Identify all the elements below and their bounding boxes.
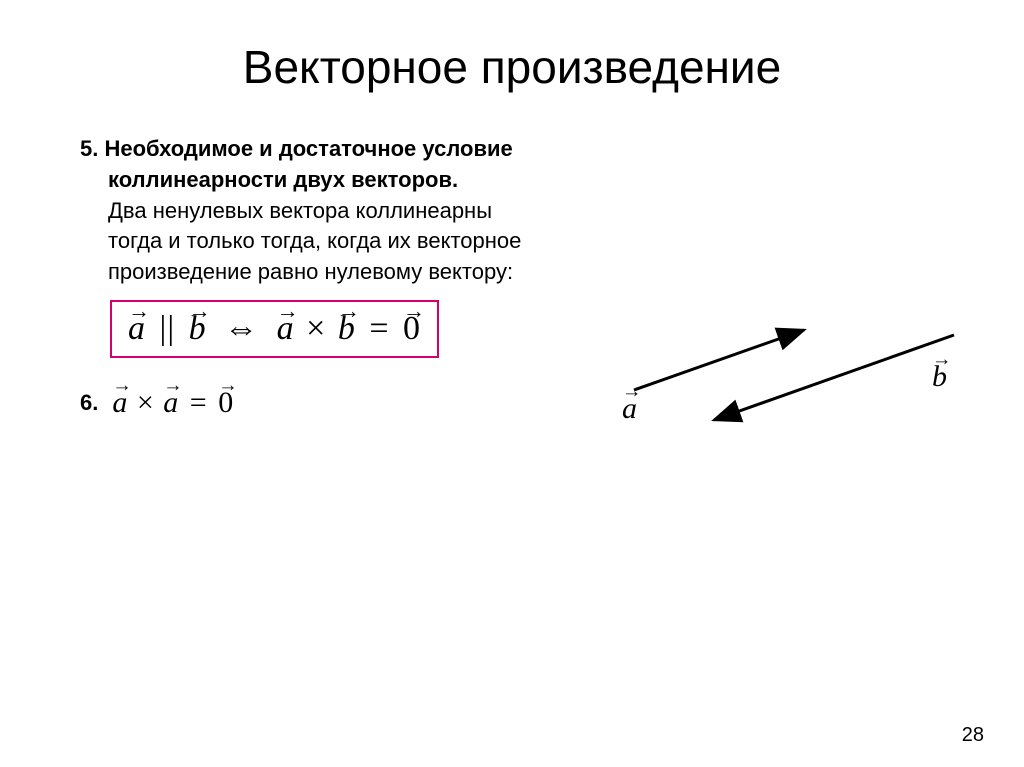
vector-a-label: →a: [622, 392, 637, 426]
formula-self-cross: →a × →a = →0: [112, 386, 233, 420]
item-5-line3: Два ненулевых вектора коллинеарны: [108, 196, 964, 227]
vector-b-label: →b: [932, 360, 947, 394]
vector-svg: [594, 300, 974, 480]
item-5-line1: Необходимое и достаточное условие: [104, 136, 512, 161]
vector-diagram: →a →b: [594, 300, 974, 480]
item-5-line5: произведение равно нулевому вектору:: [108, 257, 964, 288]
page-number: 28: [962, 724, 984, 747]
formula-collinear: →a || →b ⇔ →a × →b = →0: [128, 310, 421, 347]
page-title: Векторное произведение: [60, 40, 964, 94]
item-5-number: 5.: [80, 136, 98, 161]
item-6-number: 6.: [80, 390, 98, 416]
item-5-line4: тогда и только тогда, когда их векторное: [108, 226, 964, 257]
item-5-line2: коллинеарности двух векторов.: [108, 165, 964, 196]
formula-box: →a || →b ⇔ →a × →b = →0: [110, 300, 439, 358]
vector-a-line: [634, 330, 804, 390]
slide: Векторное произведение 5. Необходимое и …: [0, 0, 1024, 767]
